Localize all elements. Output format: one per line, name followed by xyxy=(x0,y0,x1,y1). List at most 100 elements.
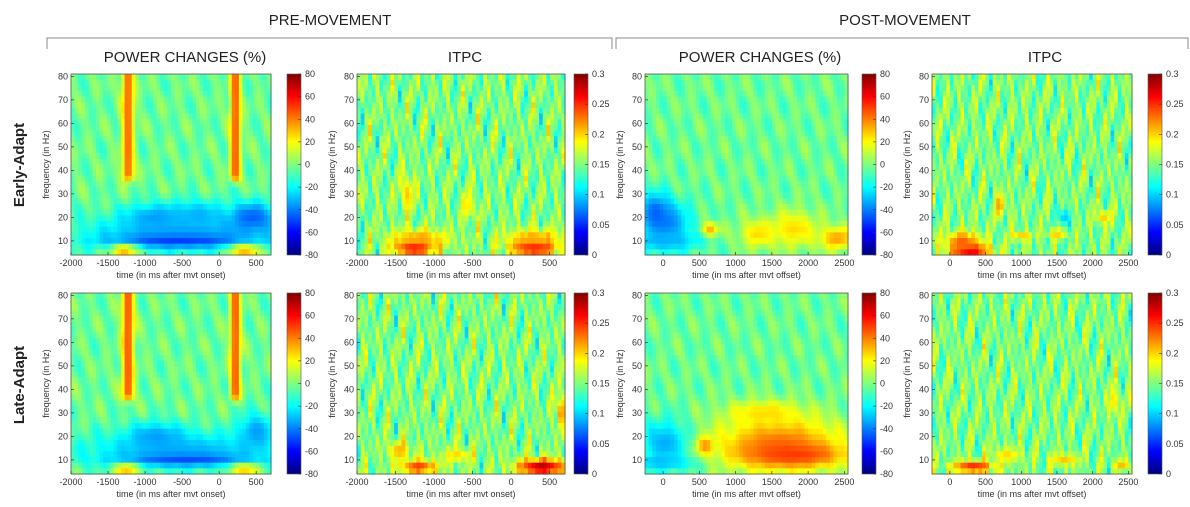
heatmap-cell xyxy=(742,181,748,188)
heatmap-cell xyxy=(761,113,766,120)
heatmap-cell xyxy=(695,164,700,171)
heatmap-cell xyxy=(717,170,722,177)
heatmap-cell xyxy=(260,130,265,137)
heatmap-cell xyxy=(442,209,447,217)
heatmap-cell xyxy=(677,85,682,92)
heatmap-cell xyxy=(527,113,533,120)
heatmap-cell xyxy=(397,209,403,217)
heatmap-cell xyxy=(645,113,650,120)
heatmap-cell xyxy=(267,136,272,143)
heatmap-cell xyxy=(535,85,540,92)
heatmap-cell xyxy=(684,124,690,132)
heatmap-cell xyxy=(487,175,492,183)
heatmap-cell xyxy=(203,124,208,132)
heatmap-cell xyxy=(74,96,79,103)
heatmap-cell xyxy=(446,192,451,200)
heatmap-cell xyxy=(513,249,518,256)
heatmap-cell xyxy=(815,90,820,98)
heatmap-cell xyxy=(368,107,373,115)
heatmap-cell xyxy=(238,130,244,137)
heatmap-cell xyxy=(420,170,425,177)
heatmap-cell xyxy=(135,192,140,200)
heatmap-cell xyxy=(779,153,784,160)
heatmap-cell xyxy=(156,124,161,132)
heatmap-cell xyxy=(221,79,226,86)
heatmap-cell xyxy=(96,136,101,143)
heatmap-cell xyxy=(501,90,507,98)
heatmap-cell xyxy=(117,232,122,239)
heatmap-cell xyxy=(539,238,544,245)
heatmap-cell xyxy=(800,124,806,132)
heatmap-cell xyxy=(185,238,190,245)
heatmap-cell xyxy=(146,198,151,205)
heatmap-cell xyxy=(753,107,758,115)
heatmap-cell xyxy=(706,119,711,126)
heatmap-cell xyxy=(238,85,244,92)
heatmap-cell xyxy=(717,74,722,81)
heatmap-cell xyxy=(703,113,708,120)
heatmap-cell xyxy=(553,164,559,171)
heatmap-cell xyxy=(652,130,657,137)
heatmap-cell xyxy=(96,90,101,98)
heatmap-cell xyxy=(811,119,816,126)
heatmap-cell xyxy=(167,96,172,103)
heatmap-cell xyxy=(138,79,144,86)
heatmap-cell xyxy=(121,158,126,166)
heatmap-cell xyxy=(174,175,179,183)
heatmap-cell xyxy=(117,90,122,98)
heatmap-cell xyxy=(85,204,90,211)
heatmap-cell xyxy=(800,74,806,81)
heatmap-cell xyxy=(840,153,845,160)
heatmap-cell xyxy=(804,170,809,177)
heatmap-cell xyxy=(501,153,507,160)
heatmap-cell xyxy=(472,119,477,126)
heatmap-cell xyxy=(364,158,369,166)
heatmap-cell xyxy=(446,153,451,160)
heatmap-cell xyxy=(357,158,362,166)
heatmap-cell xyxy=(88,79,94,86)
heatmap-cell xyxy=(539,96,544,103)
heatmap-cell xyxy=(267,141,272,149)
heatmap-cell xyxy=(699,124,704,132)
heatmap-cell xyxy=(246,175,251,183)
heatmap-cell xyxy=(742,153,748,160)
heatmap-cell xyxy=(431,90,436,98)
heatmap-cell xyxy=(724,187,729,194)
heatmap-cell xyxy=(71,164,76,171)
heatmap-cell xyxy=(92,181,97,188)
heatmap-cell xyxy=(163,215,169,222)
heatmap-cell xyxy=(713,187,719,194)
heatmap-cell xyxy=(684,119,690,126)
heatmap-cell xyxy=(826,198,831,205)
heatmap-cell xyxy=(131,130,136,137)
heatmap-cell xyxy=(761,170,766,177)
heatmap-cell xyxy=(174,249,179,256)
heatmap-cell xyxy=(178,204,183,211)
heatmap-cell xyxy=(146,164,151,171)
heatmap-cell xyxy=(228,243,233,250)
heatmap-cell xyxy=(242,96,247,103)
heatmap-cell xyxy=(238,209,244,217)
heatmap-cell xyxy=(546,136,551,143)
heatmap-cell xyxy=(655,170,661,177)
heatmap-cell xyxy=(520,170,525,177)
heatmap-cell xyxy=(427,158,432,166)
heatmap-cell xyxy=(553,249,559,256)
heatmap-cell xyxy=(221,136,226,143)
heatmap-cell xyxy=(479,113,484,120)
heatmap-cell xyxy=(142,187,147,194)
heatmap-cell xyxy=(475,153,481,160)
heatmap-cell xyxy=(561,130,566,137)
heatmap-cell xyxy=(735,74,740,81)
heatmap-cell xyxy=(231,164,236,171)
heatmap-cell xyxy=(490,85,496,92)
heatmap-cell xyxy=(753,130,758,137)
heatmap-cell xyxy=(371,147,377,154)
heatmap-cell xyxy=(837,181,842,188)
heatmap-cell xyxy=(699,96,704,103)
heatmap-cell xyxy=(171,124,176,132)
heatmap-cell xyxy=(135,119,140,126)
heatmap-cell xyxy=(808,119,813,126)
heatmap-cell xyxy=(74,226,79,233)
heatmap-cell xyxy=(416,79,421,86)
